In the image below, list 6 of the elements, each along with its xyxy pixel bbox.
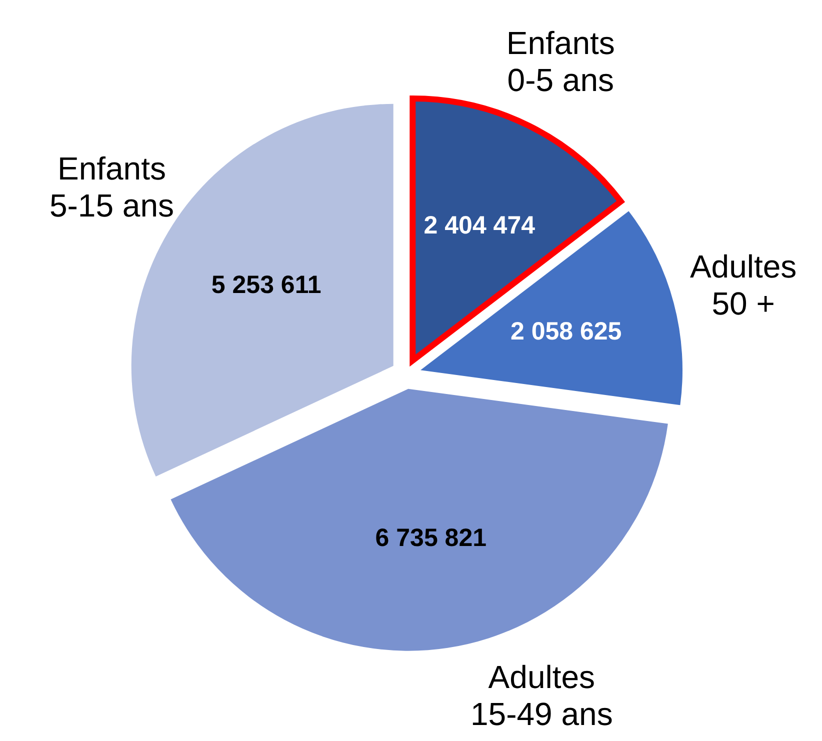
data-label: 6 735 821: [375, 524, 487, 552]
slice-label: Adultes 15-49 ans: [470, 659, 613, 732]
slice-label: Enfants 5-15 ans: [49, 150, 174, 224]
slice-label: Adultes 50 +: [690, 248, 797, 322]
data-label: 5 253 611: [211, 270, 322, 299]
slice-label: Enfants 0-5 ans: [506, 25, 615, 98]
